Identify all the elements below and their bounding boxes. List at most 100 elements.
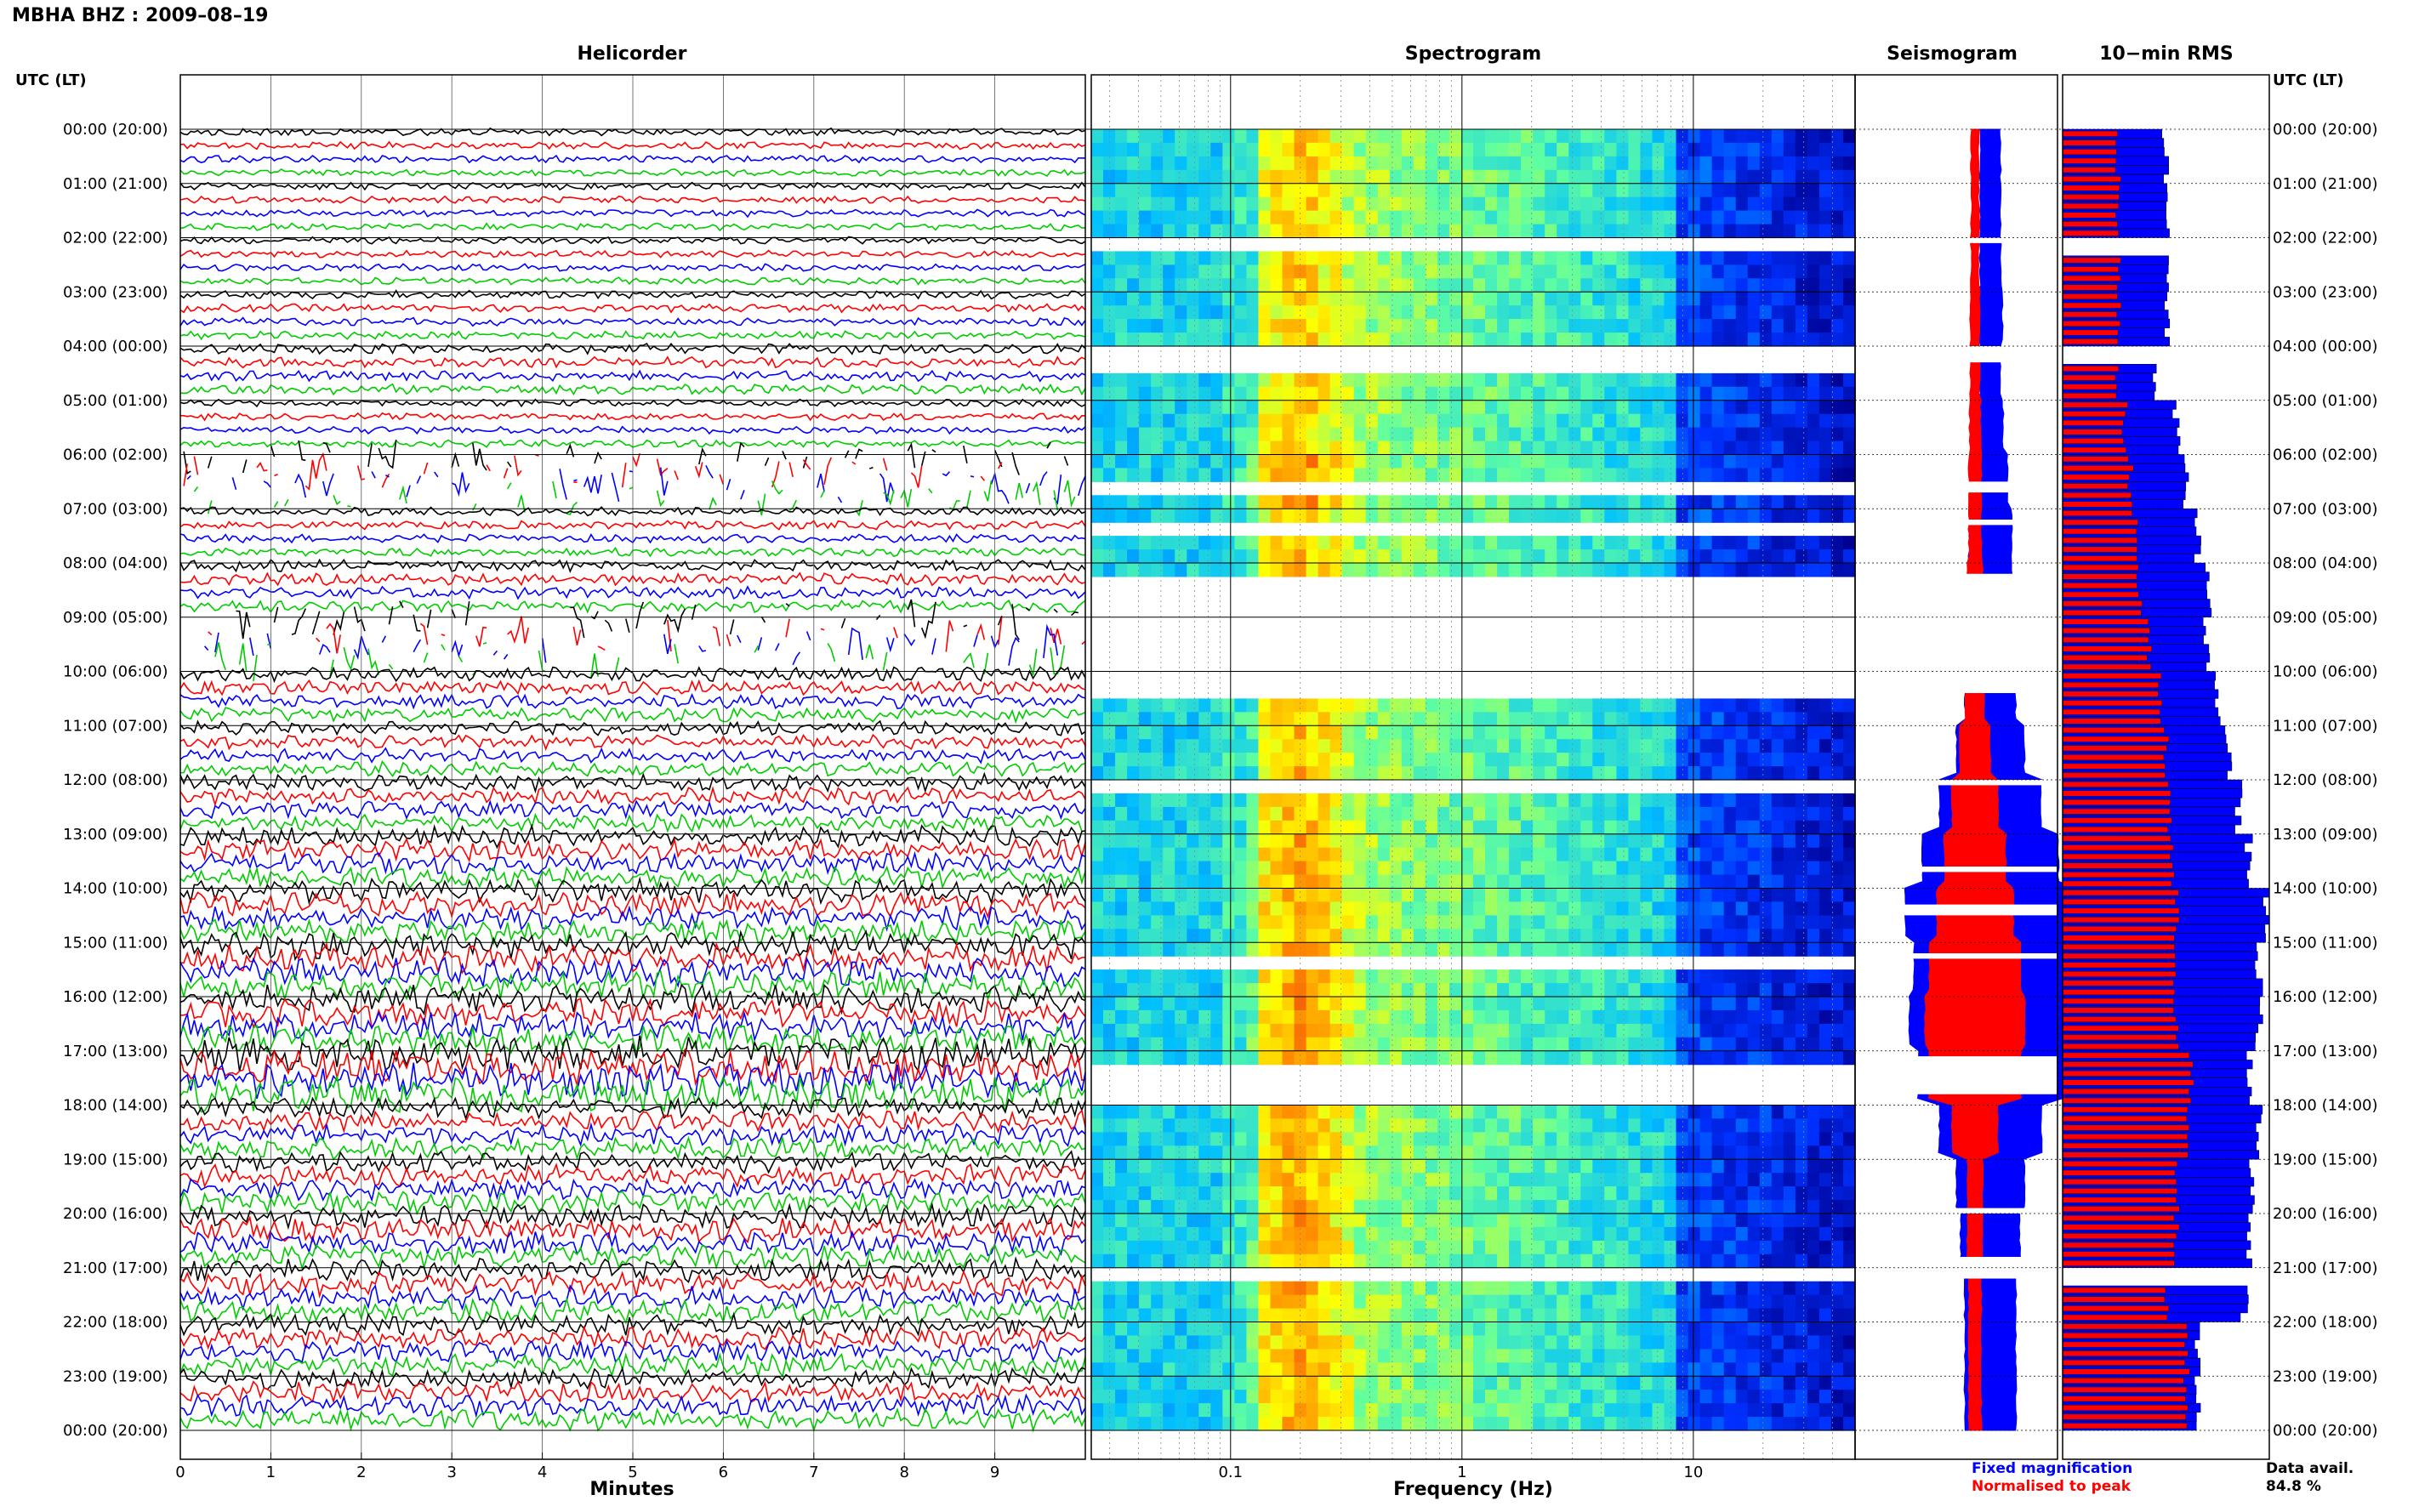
spectrogram-cell <box>1246 969 1259 984</box>
spectrogram-cell <box>1234 400 1247 415</box>
spectrogram-cell <box>1699 712 1713 726</box>
spectrogram-cell <box>1329 1159 1343 1174</box>
spectrogram-cell <box>1783 861 1796 876</box>
spectrogram-cell <box>1115 319 1128 333</box>
spectrogram-cell <box>1175 319 1187 333</box>
spectrogram-cell <box>1830 888 1844 902</box>
spectrogram-cell <box>1497 1417 1510 1431</box>
spectrogram-cell <box>1676 1294 1689 1310</box>
spectrogram-cell <box>1127 1009 1140 1025</box>
spectrogram-cell <box>1664 1145 1677 1160</box>
spectrogram-cell <box>1306 1050 1319 1066</box>
spectrogram-cell <box>1616 888 1629 902</box>
spectrogram-cell <box>1139 874 1152 890</box>
spectrogram-cell <box>1139 969 1152 984</box>
spectrogram-cell <box>1616 1118 1629 1133</box>
spectrogram-cell <box>1688 698 1701 713</box>
spectrogram-cell <box>1521 1226 1534 1242</box>
spectrogram-cell <box>1830 1118 1844 1133</box>
spectrogram-cell <box>1830 739 1844 753</box>
spectrogram-cell <box>1497 766 1510 781</box>
spectrogram-cell <box>1533 210 1545 225</box>
spectrogram-cell <box>1771 1281 1784 1296</box>
spectrogram-cell <box>1557 725 1569 740</box>
spectrogram-cell <box>1723 1240 1737 1255</box>
spectrogram-cell <box>1353 901 1367 916</box>
spectrogram-cell <box>1843 400 1856 415</box>
spectrogram-cell <box>1473 224 1486 239</box>
spectrogram-cell <box>1163 833 1175 849</box>
spectrogram-cell <box>1151 888 1164 902</box>
spectrogram-cell <box>1664 1118 1677 1133</box>
spectrogram-cell <box>1509 766 1522 781</box>
spectrogram-cell <box>1246 698 1259 713</box>
spectrogram-cell <box>1437 156 1450 171</box>
spectrogram-cell <box>1282 1200 1295 1214</box>
spectrogram-cell <box>1723 1294 1737 1310</box>
spectrogram-cell <box>1282 1226 1295 1242</box>
spectrogram-cell <box>1413 1376 1426 1390</box>
spectrogram-cell <box>1318 210 1331 225</box>
spectrogram-cell <box>1377 305 1391 320</box>
spectrogram-cell <box>1735 901 1749 916</box>
spectrogram-cell <box>1580 739 1593 753</box>
spectrogram-cell <box>1807 468 1820 482</box>
spectrogram-cell <box>1282 997 1295 1011</box>
spectrogram-cell <box>1771 901 1784 916</box>
spectrogram-cell <box>1473 251 1486 265</box>
spectrogram-cell <box>1413 183 1426 198</box>
spectrogram-cell <box>1115 183 1128 198</box>
spectrogram-cell <box>1616 427 1629 442</box>
spectrogram-cell <box>1091 983 1104 998</box>
spectrogram-cell <box>1509 1417 1522 1431</box>
spectrogram-cell <box>1521 196 1534 212</box>
spectrogram-cell <box>1401 725 1414 740</box>
spectrogram-cell <box>1437 1009 1450 1025</box>
spectrogram-cell <box>1783 183 1796 198</box>
spectrogram-cell <box>1568 1145 1581 1160</box>
spectrogram-cell <box>1413 712 1426 726</box>
spectrogram-cell <box>1210 1376 1223 1390</box>
spectrogram-cell <box>1759 725 1773 740</box>
spectrogram-cell <box>1115 169 1128 185</box>
spectrogram-cell <box>1521 766 1534 781</box>
spectrogram-cell <box>1604 319 1617 333</box>
spectrogram-cell <box>1139 563 1152 577</box>
spectrogram-cell <box>1783 806 1796 821</box>
spectrogram-cell <box>1175 1253 1187 1269</box>
spectrogram-cell <box>1413 929 1426 943</box>
spectrogram-cell <box>1127 698 1140 713</box>
spectrogram-cell <box>1175 278 1187 293</box>
spectrogram-cell <box>1318 509 1331 523</box>
spectrogram-cell <box>1807 1050 1820 1066</box>
spectrogram-cell <box>1699 1294 1713 1310</box>
spectrogram-cell <box>1807 766 1820 781</box>
spectrogram-cell <box>1341 929 1355 943</box>
spectrogram-cell <box>1198 915 1211 929</box>
spectrogram-cell <box>1533 196 1545 212</box>
spectrogram-cell <box>1365 413 1379 429</box>
spectrogram-cell <box>1545 915 1557 929</box>
spectrogram-cell <box>1521 1009 1534 1025</box>
spectrogram-cell <box>1473 1023 1486 1038</box>
spectrogram-cell <box>1413 1173 1426 1187</box>
spectrogram-cell <box>1210 1390 1223 1404</box>
spectrogram-cell <box>1377 1376 1391 1390</box>
spectrogram-cell <box>1664 942 1677 957</box>
spectrogram-cell <box>1365 1118 1379 1133</box>
spectrogram-cell <box>1306 874 1319 890</box>
spectrogram-cell <box>1222 888 1235 902</box>
spectrogram-cell <box>1711 861 1725 876</box>
spectrogram-cell <box>1151 753 1164 767</box>
spectrogram-cell <box>1557 1281 1569 1296</box>
spectrogram-cell <box>1664 739 1677 753</box>
spectrogram-cell <box>1664 1132 1677 1146</box>
spectrogram-cell <box>1461 156 1474 171</box>
spectrogram-cell <box>1830 806 1844 821</box>
spectrogram-cell <box>1437 712 1450 726</box>
spectrogram-cell <box>1783 413 1796 429</box>
spectrogram-cell <box>1521 319 1534 333</box>
spectrogram-cell <box>1270 861 1283 876</box>
spectrogram-cell <box>1210 333 1223 347</box>
spectrogram-cell <box>1270 1159 1283 1174</box>
